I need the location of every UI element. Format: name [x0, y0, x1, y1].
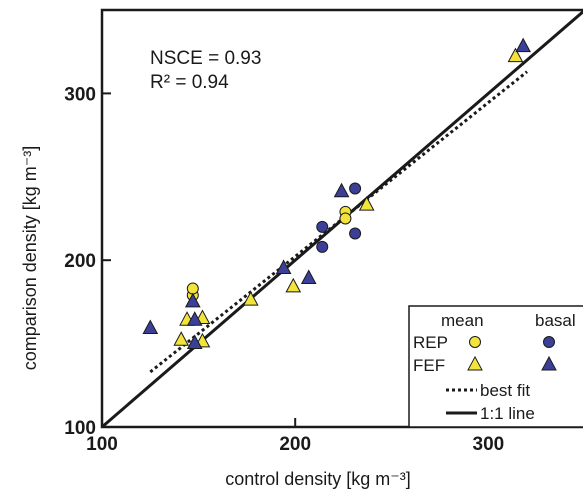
legend-rep-mean-symbol [469, 336, 481, 348]
legend-label-best-fit: best fit [480, 381, 530, 400]
legend-rep-basal-symbol [543, 336, 555, 348]
legend-header-mean: mean [441, 311, 484, 330]
y-axis-title: comparison density [kg m⁻³] [20, 146, 40, 371]
fef-mean-point [242, 291, 259, 306]
x-tick-label: 300 [473, 434, 505, 455]
fef-mean-point [358, 196, 375, 211]
x-tick-label: 100 [86, 434, 118, 455]
plot-frame [100, 8, 583, 429]
rep-basal-point [349, 182, 362, 195]
legend-label-one-to-one: 1:1 line [480, 404, 535, 423]
r2-annotation: R² = 0.94 [150, 72, 229, 93]
y-tick-label: 300 [64, 84, 96, 105]
nsce-annotation: NSCE = 0.93 [150, 48, 261, 69]
rep-basal-point [316, 220, 329, 233]
x-axis-title: control density [kg m⁻³] [225, 469, 411, 489]
rep-basal-point [349, 227, 362, 240]
y-tick-label: 200 [64, 251, 96, 272]
y-tick-label: 100 [64, 418, 96, 439]
fef-basal-point [333, 182, 350, 198]
fef-basal-point [275, 259, 292, 274]
fef-basal-point [186, 311, 203, 326]
fef-basal-point [515, 37, 532, 53]
rep-basal-point [316, 240, 329, 253]
x-tick-label: 200 [279, 434, 311, 455]
legend-label-rep: REP [413, 333, 448, 352]
axis-ticks: 100 200 300 100 200 300 [64, 84, 504, 455]
fef-mean-point [507, 47, 524, 63]
legend-header-basal: basal [535, 311, 576, 330]
data-points [142, 37, 532, 350]
legend-fef-basal-symbol [541, 355, 557, 371]
fef-basal-point [142, 319, 159, 335]
fef-basal-point [184, 292, 201, 308]
fef-basal-point [300, 269, 317, 284]
fef-mean-point [173, 331, 190, 346]
fef-basal-point [186, 334, 203, 350]
rep-mean-point [339, 212, 352, 225]
legend: mean basal REP FEF best fit 1:1 line [408, 305, 583, 428]
legend-fef-mean-symbol [467, 355, 483, 371]
rep-mean-point [186, 282, 199, 295]
legend-label-fef: FEF [413, 356, 445, 375]
fef-mean-point [285, 277, 302, 293]
